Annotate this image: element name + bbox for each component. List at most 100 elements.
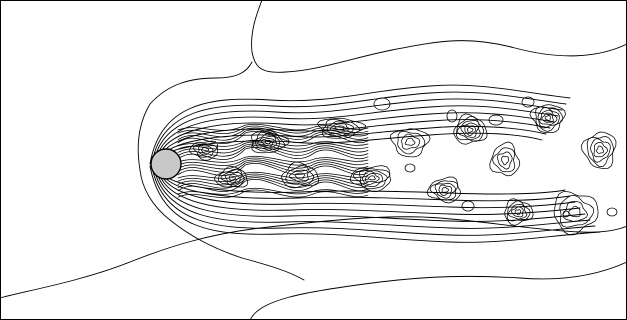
vortex-6-ring-2 bbox=[364, 173, 380, 183]
small-contour-4 bbox=[521, 96, 535, 108]
vortex-2-ring-5 bbox=[214, 166, 249, 188]
vortex-1-ring-2 bbox=[198, 145, 214, 156]
vortex-6-ring-1 bbox=[367, 175, 376, 181]
near-wake-line-1 bbox=[177, 123, 369, 131]
vortex-13-ring-4 bbox=[553, 190, 599, 236]
vortex-7-ring-4 bbox=[390, 128, 431, 158]
vortex-7-ring-3 bbox=[397, 130, 426, 155]
outer-envelope-top bbox=[249, 261, 627, 320]
wake-contour-upper-3 bbox=[153, 98, 563, 163]
vortex-13-ring-3 bbox=[559, 195, 595, 228]
vortex-9-ring-2 bbox=[464, 125, 476, 136]
vortex-12-ring-3 bbox=[539, 109, 558, 125]
vortex-3-ring-2 bbox=[260, 138, 275, 147]
vortex-5-ring-3 bbox=[326, 120, 354, 135]
small-contour-6 bbox=[446, 109, 458, 123]
vortex-14-ring-4 bbox=[586, 136, 614, 168]
outer-envelope-left-lower bbox=[139, 169, 305, 281]
vortex-4-ring-1 bbox=[294, 172, 306, 180]
wake-contour-lower-2 bbox=[151, 166, 596, 236]
vortex-13-ring-1 bbox=[568, 205, 581, 218]
vortex-10-ring-2 bbox=[497, 151, 513, 170]
vortex-3-ring-1 bbox=[264, 139, 272, 145]
vortex-14-ring-3 bbox=[590, 138, 611, 163]
vortex-6-ring-6 bbox=[349, 165, 391, 192]
vortex-5-ring-1 bbox=[334, 125, 345, 131]
small-contour-3 bbox=[461, 200, 475, 212]
vortex-11-ring-2 bbox=[511, 206, 524, 218]
vortex-8-ring-5 bbox=[426, 176, 462, 204]
vortex-9-ring-6 bbox=[453, 113, 488, 145]
vortex-9-ring-1 bbox=[467, 127, 474, 133]
vortex-4-ring-2 bbox=[289, 169, 309, 183]
vortex-9-ring-3 bbox=[460, 122, 479, 138]
vortex-11-ring-1 bbox=[514, 209, 522, 216]
vortex-10-ring-4 bbox=[489, 141, 521, 177]
near-wake-line-15 bbox=[177, 163, 369, 176]
vortex-2-ring-4 bbox=[218, 168, 245, 188]
vortex-5-ring-2 bbox=[329, 123, 350, 133]
wake-contour-upper-2 bbox=[151, 91, 567, 164]
vortex-12-ring-5 bbox=[535, 106, 564, 132]
vortex-5-ring-5 bbox=[317, 117, 366, 139]
near-wake-line-11 bbox=[177, 155, 369, 163]
wake-contour-lower-3 bbox=[153, 167, 591, 229]
inner-contours bbox=[149, 84, 618, 243]
vortex-12-ring-4 bbox=[537, 107, 560, 129]
vortex-3-ring-6 bbox=[250, 130, 290, 154]
vortex-3-ring-3 bbox=[257, 135, 277, 149]
vortex-5-ring-4 bbox=[322, 119, 361, 137]
small-contour-8 bbox=[488, 114, 504, 126]
wake-contour-upper-1 bbox=[149, 84, 571, 165]
vortex-1-ring-4 bbox=[189, 140, 219, 161]
vortex-9-ring-4 bbox=[457, 120, 481, 141]
vortex-14-ring-2 bbox=[593, 142, 608, 158]
near-wake-line-20 bbox=[177, 179, 369, 192]
outer-envelope-bottom bbox=[0, 216, 627, 299]
small-contour-5 bbox=[562, 210, 570, 218]
near-wake-line-5 bbox=[177, 131, 369, 144]
wake-contour-lower-6 bbox=[159, 170, 576, 209]
vortex-2-ring-2 bbox=[224, 173, 240, 183]
near-wake-line-13 bbox=[177, 159, 369, 170]
small-contour-1 bbox=[373, 97, 391, 111]
near-wake-line-17 bbox=[177, 173, 369, 183]
vortex-2-ring-3 bbox=[220, 172, 242, 185]
near-wake-line-22 bbox=[177, 189, 369, 199]
wake-contour-lower-7 bbox=[161, 171, 571, 202]
outer-envelope-left bbox=[137, 61, 253, 171]
vortex-11-ring-3 bbox=[507, 204, 528, 220]
vortex-1-ring-3 bbox=[193, 143, 218, 158]
wake-contour-upper-5 bbox=[157, 112, 555, 161]
vortex-4-ring-4 bbox=[281, 161, 319, 189]
vortex-1-ring-1 bbox=[201, 147, 209, 153]
vortex-8-ring-3 bbox=[434, 182, 456, 199]
small-contour-7 bbox=[606, 207, 618, 217]
wake-contour-lower-5 bbox=[157, 169, 581, 215]
near-wake-line-12 bbox=[177, 157, 369, 167]
near-wake-line-16 bbox=[177, 171, 369, 179]
vortex-10-ring-1 bbox=[501, 155, 509, 166]
near-wake-line-21 bbox=[177, 187, 369, 195]
near-wake-line-19 bbox=[177, 177, 369, 189]
wake-contour-upper-7 bbox=[161, 125, 547, 159]
outer-envelope-upper bbox=[251, 0, 627, 73]
near-wake-line-7 bbox=[177, 141, 369, 151]
wake-contour-upper-4 bbox=[155, 105, 559, 162]
vortex-6-ring-3 bbox=[362, 170, 383, 185]
vortex-12-ring-6 bbox=[529, 104, 566, 133]
wake-contour-lower-1 bbox=[149, 165, 601, 243]
vortex-2-ring-1 bbox=[228, 175, 236, 181]
vortex-12-ring-1 bbox=[544, 115, 551, 121]
near-wake-line-18 bbox=[177, 175, 369, 186]
vortex-8-ring-2 bbox=[438, 184, 453, 196]
vortex-14-ring-1 bbox=[596, 145, 604, 154]
vortex-7-ring-2 bbox=[401, 133, 421, 150]
cylinder-shape bbox=[150, 148, 182, 180]
vortex-12-ring-2 bbox=[541, 112, 554, 123]
vortex-6-ring-4 bbox=[358, 170, 388, 188]
